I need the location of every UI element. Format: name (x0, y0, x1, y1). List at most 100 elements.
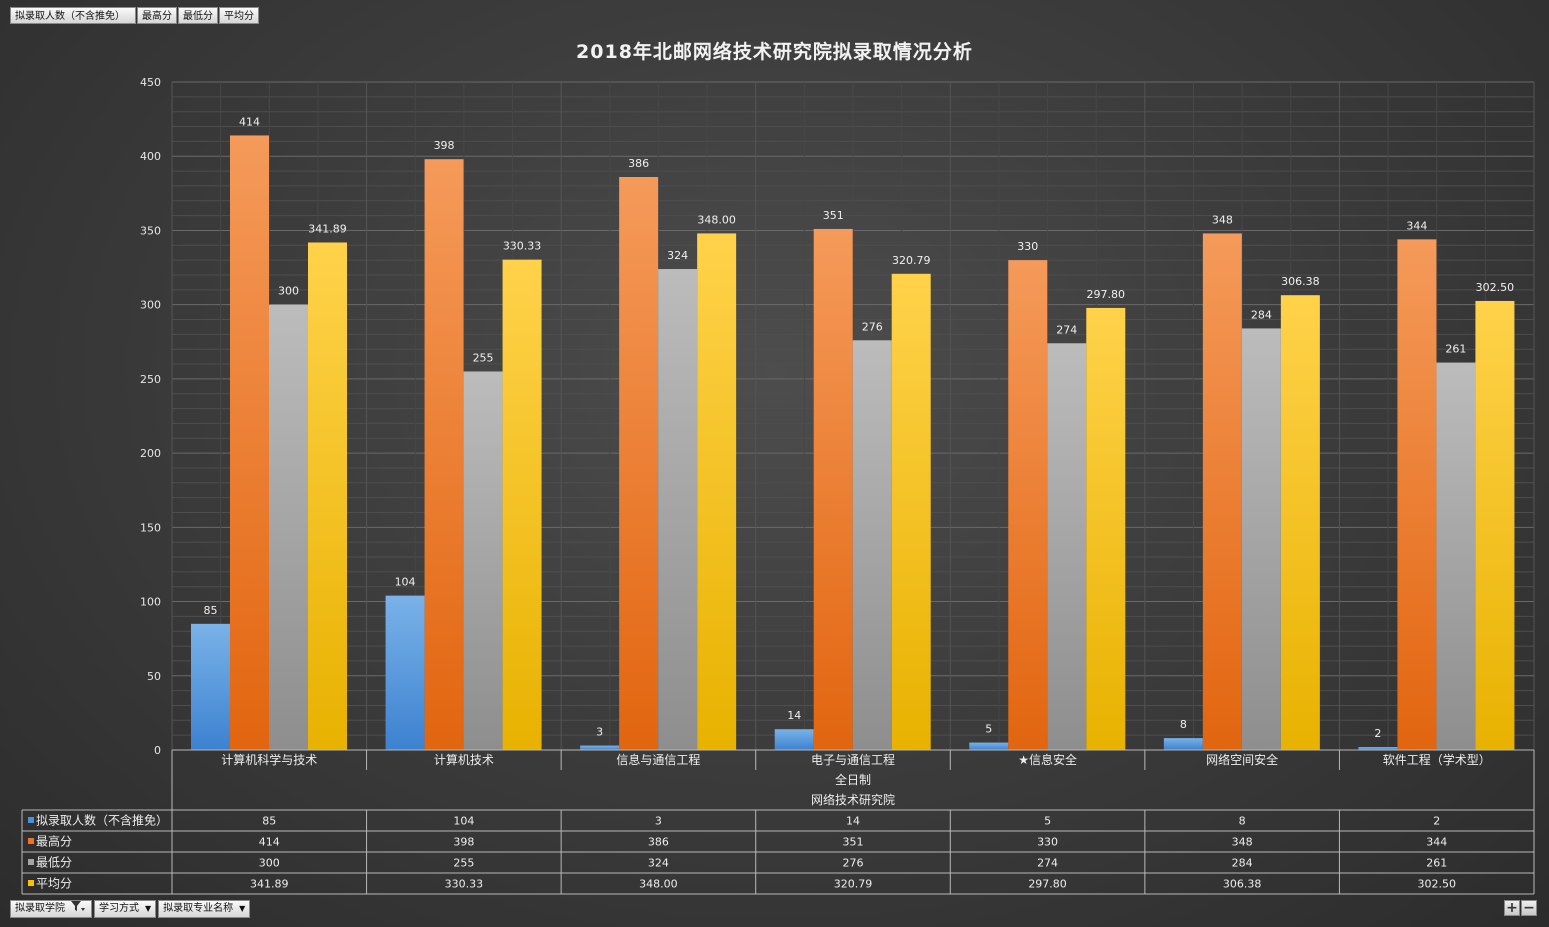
bar[interactable] (1163, 738, 1203, 750)
bar[interactable] (1047, 343, 1087, 750)
bar[interactable] (813, 228, 853, 750)
bar[interactable] (619, 177, 659, 750)
table-cell: 274 (1037, 857, 1058, 870)
y-tick-label: 200 (140, 447, 161, 460)
field-button-avg-score[interactable]: 平均分 (219, 7, 259, 24)
table-cell: 330.33 (445, 878, 484, 891)
table-cell: 324 (648, 857, 669, 870)
x-category-label: 软件工程（学术型） (1383, 752, 1491, 767)
data-label: 320.79 (892, 254, 931, 267)
data-label: 2 (1374, 727, 1381, 740)
data-label: 348.00 (697, 213, 736, 226)
table-cell: 348.00 (639, 878, 678, 891)
zoom-out-button[interactable]: − (1521, 900, 1537, 916)
table-cell: 414 (259, 836, 280, 849)
field-button-max-score[interactable]: 最高分 (137, 7, 177, 24)
field-button-min-score[interactable]: 最低分 (178, 7, 218, 24)
bar[interactable] (191, 623, 230, 750)
y-tick-label: 450 (140, 76, 161, 89)
table-cell: 306.38 (1223, 878, 1262, 891)
bar[interactable] (463, 371, 503, 750)
bar[interactable] (891, 273, 931, 750)
bar[interactable] (1008, 260, 1048, 750)
data-label: 330.33 (503, 240, 542, 253)
table-cell: 276 (843, 857, 864, 870)
bar[interactable] (1358, 747, 1398, 750)
dropdown-icon[interactable]: ▼ (145, 904, 152, 913)
y-tick-label: 400 (140, 150, 161, 163)
table-cell: 14 (846, 815, 860, 828)
x-category-label: 电子与通信工程 (811, 752, 895, 767)
data-label: 297.80 (1087, 288, 1126, 301)
y-tick-label: 350 (140, 224, 161, 237)
x-category-label: 计算机科学与技术 (221, 752, 317, 767)
data-label: 284 (1251, 308, 1272, 321)
table-cell: 104 (453, 815, 474, 828)
table-cell: 284 (1232, 857, 1253, 870)
table-cell: 348 (1232, 836, 1253, 849)
legend-swatch (28, 859, 34, 865)
data-label: 344 (1406, 219, 1427, 232)
data-label: 324 (667, 249, 688, 262)
field-button-college[interactable]: 拟录取学院 (10, 900, 92, 918)
filter-icon[interactable] (71, 900, 87, 919)
legend-swatch (28, 838, 34, 844)
legend-swatch (28, 880, 34, 886)
bar[interactable] (1397, 239, 1437, 750)
bar[interactable] (658, 269, 698, 750)
data-label: 3 (596, 726, 603, 739)
data-label: 306.38 (1281, 275, 1320, 288)
bar[interactable] (502, 259, 542, 750)
field-button-study-mode[interactable]: 学习方式 ▼ (94, 900, 157, 918)
table-cell: 330 (1037, 836, 1058, 849)
table-cell: 2 (1433, 815, 1440, 828)
bar[interactable] (1475, 300, 1515, 750)
bar[interactable] (1280, 295, 1320, 750)
bar[interactable] (1241, 328, 1281, 750)
zoom-controls: + − (1503, 900, 1537, 916)
series-field-buttons: 拟录取人数（不含推免） 最高分 最低分 平均分 (10, 7, 260, 24)
data-label: 104 (395, 576, 416, 589)
data-label: 8 (1180, 718, 1187, 731)
bar[interactable] (697, 233, 737, 750)
bar[interactable] (385, 595, 425, 750)
table-cell: 261 (1426, 857, 1447, 870)
zoom-in-button[interactable]: + (1504, 900, 1520, 916)
x-category-label: ★信息安全 (1018, 752, 1077, 767)
field-button-major[interactable]: 拟录取专业名称 ▼ (158, 900, 251, 918)
data-label: 274 (1056, 323, 1077, 336)
axis-field-buttons: 拟录取学院 学习方式 ▼ 拟录取专业名称 ▼ (10, 900, 252, 918)
bar[interactable] (774, 729, 814, 750)
bar[interactable] (969, 742, 1009, 750)
table-cell: 3 (655, 815, 662, 828)
y-tick-label: 100 (140, 596, 161, 609)
field-button-major-label: 拟录取专业名称 (163, 903, 234, 914)
legend-swatch (28, 817, 34, 823)
field-button-admitted-count[interactable]: 拟录取人数（不含推免） (10, 7, 136, 24)
table-cell: 8 (1239, 815, 1246, 828)
bar[interactable] (230, 135, 269, 750)
chart-title: 2018年北邮网络技术研究院拟录取情况分析 (576, 41, 973, 63)
table-cell: 344 (1426, 836, 1447, 849)
table-cell: 302.50 (1417, 878, 1456, 891)
table-cell: 300 (259, 857, 280, 870)
table-cell: 341.89 (250, 878, 289, 891)
data-label: 85 (204, 604, 218, 617)
bar[interactable] (308, 242, 347, 751)
data-label: 14 (787, 709, 801, 722)
dropdown-icon[interactable]: ▼ (239, 904, 246, 913)
bar[interactable] (1436, 362, 1476, 750)
table-cell: 5 (1044, 815, 1051, 828)
data-label: 255 (473, 351, 494, 364)
data-label: 386 (628, 157, 649, 170)
y-tick-label: 150 (140, 521, 161, 534)
bar[interactable] (580, 745, 620, 750)
bar[interactable] (424, 159, 464, 751)
bar[interactable] (852, 340, 892, 750)
bar[interactable] (1202, 233, 1242, 750)
table-series-name: 最低分 (36, 856, 72, 870)
bar[interactable] (1086, 307, 1126, 750)
data-label: 330 (1017, 240, 1038, 253)
field-button-study-mode-label: 学习方式 (99, 903, 139, 914)
bar[interactable] (269, 304, 308, 750)
